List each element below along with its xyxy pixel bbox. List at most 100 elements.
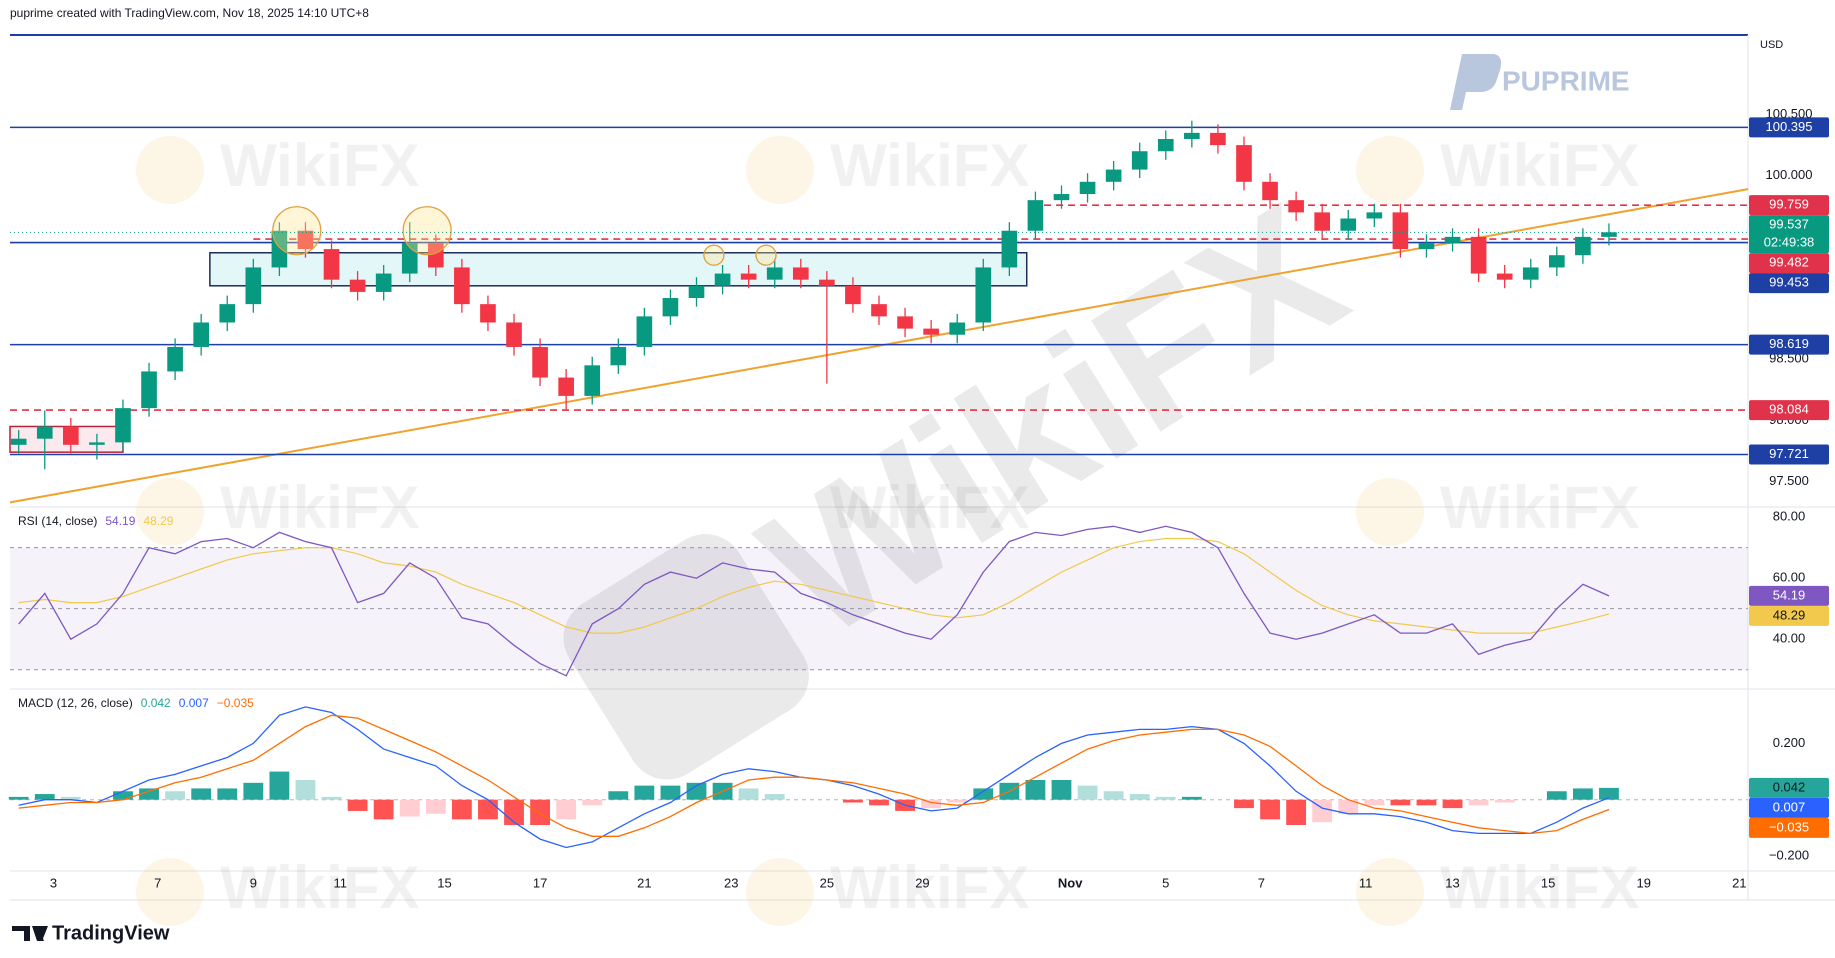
- histogram-bar: [947, 799, 968, 803]
- histogram-bar: [1338, 799, 1359, 814]
- y-tick-label: 97.500: [1769, 473, 1809, 488]
- x-tick-label: 21: [1732, 875, 1746, 890]
- candle-body: [975, 267, 992, 323]
- footer-brand: TradingView: [52, 922, 170, 944]
- histogram-bar: [1442, 799, 1463, 809]
- histogram-bar: [843, 799, 863, 803]
- histogram-bar: [425, 799, 446, 814]
- candle-body: [1262, 181, 1278, 201]
- x-tick-label: 3: [50, 875, 57, 890]
- candle-body: [454, 267, 470, 305]
- histogram-bar: [1416, 799, 1437, 806]
- candle-body: [89, 442, 105, 445]
- y-tick-label: −0.200: [1769, 847, 1809, 862]
- histogram-bar: [1494, 799, 1515, 803]
- series-line: [18, 525, 1610, 677]
- histogram-bar: [113, 791, 133, 800]
- histogram-bar: [1129, 794, 1150, 800]
- candle-body: [1210, 132, 1226, 146]
- candle-body: [636, 316, 653, 347]
- candle-body: [1105, 169, 1122, 182]
- candle-body: [1157, 138, 1174, 152]
- watermark: WikiFX: [220, 474, 419, 541]
- x-tick-label: 11: [333, 875, 347, 890]
- histogram-bar: [321, 796, 342, 800]
- candle-body: [1522, 267, 1539, 280]
- axis-label-box: [1749, 817, 1829, 838]
- legend-value: 0.042: [141, 696, 171, 710]
- histogram-bar: [269, 771, 290, 800]
- candle-body: [688, 285, 705, 299]
- histogram-bar: [1599, 787, 1619, 800]
- candle-body: [532, 346, 548, 378]
- candle-body: [115, 408, 131, 443]
- histogram-bar: [1051, 780, 1072, 800]
- highlight-circle: [272, 206, 322, 256]
- axis-label: 0.007: [1773, 799, 1806, 814]
- watermark-icon: [136, 136, 204, 204]
- histogram-bar: [373, 799, 394, 820]
- series-line: [18, 714, 1610, 837]
- histogram-bar: [1025, 780, 1046, 800]
- candle-body: [1601, 232, 1617, 237]
- highlight-circle: [402, 206, 452, 256]
- x-tick-label: 13: [1445, 875, 1459, 890]
- candle-body: [1288, 200, 1304, 213]
- candle-body: [1184, 132, 1200, 139]
- histogram-bar: [1468, 799, 1489, 806]
- histogram-bar: [686, 782, 707, 800]
- x-tick-label: 7: [1258, 875, 1265, 890]
- candle-body: [1418, 242, 1435, 250]
- x-tick-label: 19: [1636, 875, 1650, 890]
- zone: [209, 252, 1028, 287]
- histogram-bar: [347, 799, 368, 811]
- axis-label-box: [1749, 334, 1829, 355]
- axis-label-box: [1749, 444, 1829, 465]
- brand-logo: PUPRIME: [1450, 54, 1630, 110]
- axis-label: 02:49:38: [1764, 235, 1815, 250]
- histogram-bar: [608, 791, 629, 800]
- x-tick-label: 5: [1162, 875, 1169, 890]
- watermark: WikiFX: [830, 854, 1029, 921]
- histogram-bar: [60, 796, 81, 800]
- watermark: WikiFX: [220, 132, 419, 199]
- x-tick-label: 7: [154, 875, 161, 890]
- candle-body: [1496, 273, 1513, 280]
- series-line: [18, 537, 1610, 634]
- header: puprime created with TradingView.com, No…: [10, 6, 369, 20]
- histogram-bar: [34, 794, 55, 800]
- watermark-icon: [746, 858, 814, 926]
- y-tick-label: 100.000: [1766, 167, 1813, 182]
- watermark-icon: [1356, 136, 1424, 204]
- candle-body: [845, 285, 861, 305]
- legend-value: 0.007: [179, 696, 209, 710]
- candle-body: [1131, 151, 1148, 170]
- x-tick-label: 23: [724, 875, 738, 890]
- histogram-bar: [973, 788, 994, 800]
- y-tick-label: 60.00: [1773, 570, 1806, 585]
- histogram-bar: [738, 788, 759, 800]
- axis-label-box: [1749, 253, 1829, 274]
- candle-body: [766, 267, 783, 280]
- axis-label-box: [1749, 273, 1829, 294]
- axis-label: 0.042: [1773, 779, 1806, 794]
- legend-value: 48.29: [143, 514, 173, 528]
- candle-body: [558, 377, 574, 396]
- axis-label-box: [1749, 400, 1829, 421]
- histogram-bar: [556, 799, 577, 820]
- candle-body: [1314, 212, 1331, 231]
- histogram-bar: [295, 780, 316, 800]
- histogram-bar: [478, 799, 498, 820]
- y-tick-label: 40.00: [1773, 631, 1806, 646]
- x-tick-label: Nov: [1058, 875, 1083, 890]
- candle-body: [1001, 230, 1018, 268]
- axis-label: 99.482: [1769, 255, 1809, 270]
- histogram-bar: [451, 799, 472, 820]
- candle-body: [323, 249, 340, 280]
- brand-mark: [1450, 54, 1502, 110]
- currency: USD: [1760, 39, 1783, 51]
- axis-label-box: [1749, 777, 1829, 798]
- candle-body: [167, 346, 183, 372]
- candle-body: [1470, 236, 1487, 274]
